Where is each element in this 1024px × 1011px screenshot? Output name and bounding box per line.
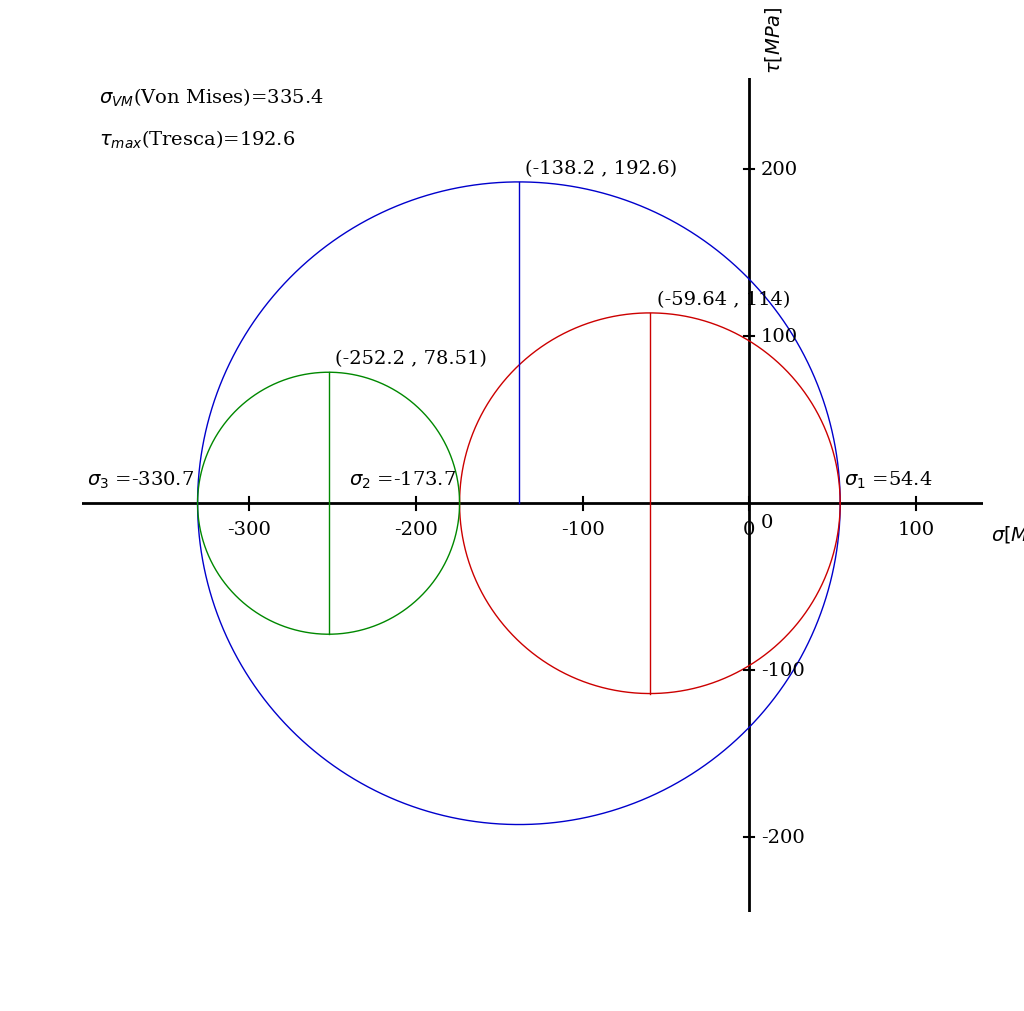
Text: 200: 200 — [761, 162, 799, 179]
Text: -200: -200 — [394, 521, 437, 539]
Text: -100: -100 — [761, 661, 805, 679]
Text: 100: 100 — [898, 521, 935, 539]
Text: $\sigma_2$ =-173.7: $\sigma_2$ =-173.7 — [349, 469, 457, 490]
Text: 0: 0 — [761, 514, 773, 532]
Text: $\tau[MPa]$: $\tau[MPa]$ — [763, 6, 783, 74]
Text: $\sigma_3$ =-330.7: $\sigma_3$ =-330.7 — [87, 469, 195, 490]
Text: -100: -100 — [561, 521, 604, 539]
Text: $\sigma_1$ =54.4: $\sigma_1$ =54.4 — [844, 469, 932, 490]
Text: -200: -200 — [761, 828, 805, 846]
Text: (-252.2 , 78.51): (-252.2 , 78.51) — [335, 350, 487, 368]
Text: -300: -300 — [227, 521, 270, 539]
Text: $\sigma[MPa]$: $\sigma[MPa]$ — [991, 524, 1024, 545]
Text: (-138.2 , 192.6): (-138.2 , 192.6) — [525, 160, 678, 178]
Text: 0: 0 — [743, 521, 756, 539]
Text: $\tau_{max}$(Tresca)=192.6: $\tau_{max}$(Tresca)=192.6 — [98, 128, 295, 151]
Text: (-59.64 , 114): (-59.64 , 114) — [656, 291, 790, 308]
Text: $\sigma_{VM}$(Von Mises)=335.4: $\sigma_{VM}$(Von Mises)=335.4 — [98, 87, 324, 109]
Text: 100: 100 — [761, 328, 799, 346]
